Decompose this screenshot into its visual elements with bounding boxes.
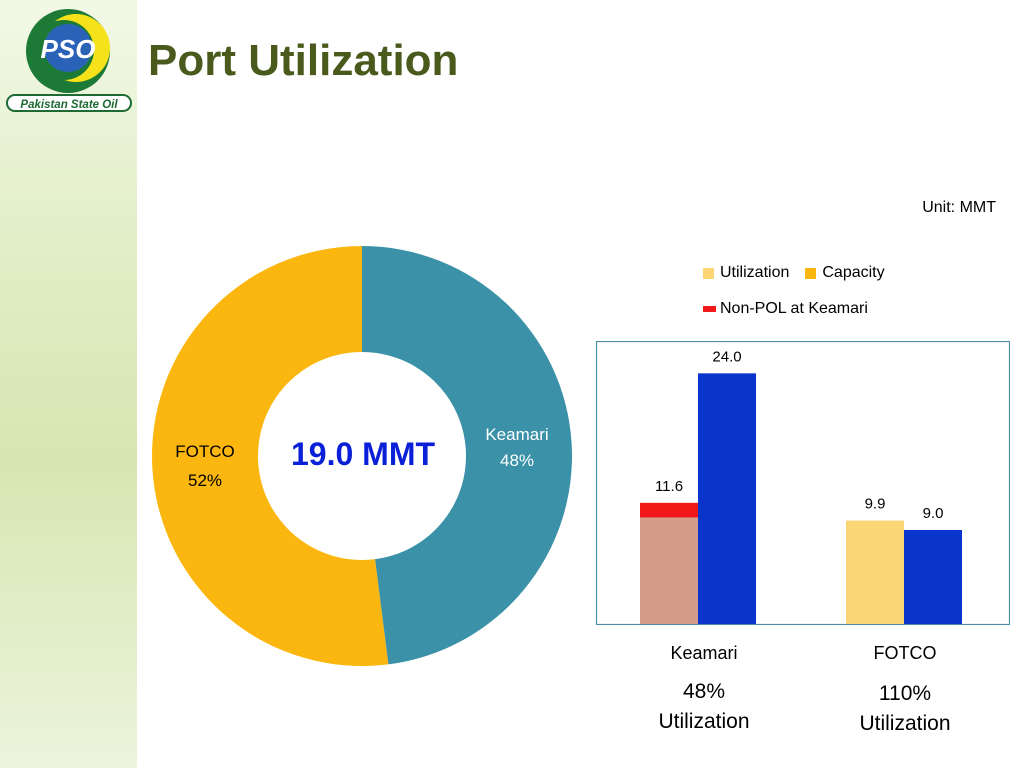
donut-segment-fotco <box>152 246 389 666</box>
fotco-utilization-note: 110% Utilization <box>815 679 995 739</box>
keamari-segment-name: Keamari <box>485 425 548 444</box>
logo-text: PSO <box>41 34 96 64</box>
bar-utilization-keamari <box>640 517 698 624</box>
fotco-segment-percent: 52% <box>188 471 222 490</box>
keamari-utilization-percent: 48% <box>682 680 726 703</box>
legend-non-pol-swatch <box>703 306 716 312</box>
bar-capacity-keamari <box>698 373 756 624</box>
value-label-capacity-fotco: 9.0 <box>923 505 944 522</box>
chart-legend: Utilization Capacity Non-POL at Keamari <box>703 262 901 320</box>
donut-center-total: 19.0 MMT <box>290 436 436 472</box>
unit-label: Unit: MMT <box>922 199 996 216</box>
legend-non-pol-label: Non-POL at Keamari <box>720 300 868 317</box>
sidebar-band <box>0 0 137 768</box>
fotco-utilization-percent: 110% <box>878 682 932 705</box>
fotco-utilization-text: Utilization <box>859 712 951 735</box>
legend-capacity-swatch <box>805 267 817 279</box>
bar-utilization-fotco <box>846 520 904 624</box>
value-label-utilization-fotco: 9.9 <box>865 496 886 513</box>
legend-non-pol: Non-POL at Keamari <box>703 300 868 318</box>
bar-chart: 11.6 24.0 9.9 9.0 <box>596 341 1010 625</box>
logo-caption: Pakistan State Oil <box>6 94 132 112</box>
bar-non-pol-keamari <box>640 502 698 518</box>
category-label-keamari: Keamari <box>670 643 738 663</box>
page-title: Port Utilization <box>148 36 459 85</box>
legend-capacity-label: Capacity <box>822 264 885 281</box>
pso-logo: PSO <box>2 4 136 116</box>
category-label-fotco: FOTCO <box>873 643 937 663</box>
bar-capacity-fotco <box>904 530 962 624</box>
donut-chart: Keamari 48% FOTCO 52% <box>152 246 572 666</box>
keamari-segment-percent: 48% <box>500 451 534 470</box>
value-label-capacity-keamari: 24.0 <box>712 348 741 365</box>
value-label-utilization-keamari: 11.6 <box>655 478 683 495</box>
legend-utilization-swatch <box>703 267 714 279</box>
legend-utilization-label: Utilization <box>720 264 790 281</box>
keamari-utilization-note: 48% Utilization <box>614 677 794 737</box>
donut-segment-keamari <box>362 246 572 665</box>
fotco-segment-name: FOTCO <box>175 442 235 461</box>
keamari-utilization-text: Utilization <box>658 710 750 733</box>
legend-capacity: Capacity <box>805 264 885 282</box>
legend-utilization: Utilization <box>703 264 789 282</box>
